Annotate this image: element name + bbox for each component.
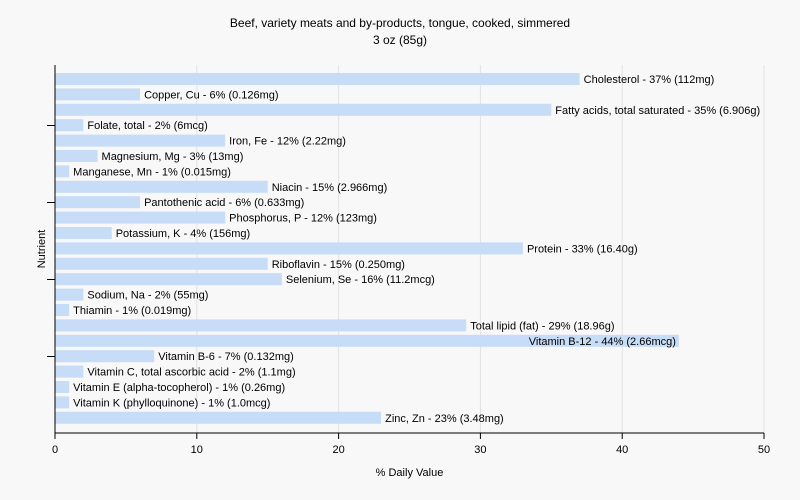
bar bbox=[55, 150, 98, 162]
bar bbox=[55, 165, 70, 178]
bar bbox=[55, 242, 523, 255]
bar bbox=[55, 180, 268, 193]
bar bbox=[55, 365, 84, 378]
bar bbox=[55, 227, 112, 239]
data-label: Fatty acids, total saturated - 35% (6.90… bbox=[555, 105, 760, 117]
data-label: Potassium, K - 4% (156mg) bbox=[116, 228, 251, 240]
bar bbox=[55, 334, 679, 347]
chart-title: Beef, variety meats and by-products, ton… bbox=[229, 16, 571, 30]
bar bbox=[55, 396, 70, 409]
data-label: Cholesterol - 37% (112mg) bbox=[584, 74, 715, 86]
bar bbox=[55, 304, 70, 316]
bar bbox=[55, 103, 552, 116]
data-label: Iron, Fe - 12% (2.22mg) bbox=[229, 136, 346, 148]
bar bbox=[55, 411, 382, 424]
bar bbox=[55, 134, 226, 147]
data-label: Magnesium, Mg - 3% (13mg) bbox=[102, 151, 244, 163]
data-label: Manganese, Mn - 1% (0.015mg) bbox=[73, 166, 231, 178]
bar bbox=[55, 196, 141, 209]
x-tick-label: 50 bbox=[758, 444, 770, 456]
data-label: Copper, Cu - 6% (0.126mg) bbox=[144, 89, 279, 101]
x-tick-label: 30 bbox=[474, 444, 486, 456]
data-label: Protein - 33% (16.40g) bbox=[527, 243, 638, 255]
data-label: Phosphorus, P - 12% (123mg) bbox=[229, 213, 377, 225]
data-label: Sodium, Na - 2% (55mg) bbox=[87, 290, 208, 302]
data-label: Vitamin B-12 - 44% (2.66mcg) bbox=[529, 336, 676, 348]
bar bbox=[55, 381, 70, 393]
data-label: Zinc, Zn - 23% (3.48mg) bbox=[385, 413, 504, 425]
data-label: Riboflavin - 15% (0.250mg) bbox=[272, 259, 405, 271]
x-axis-label: % Daily Value bbox=[376, 467, 444, 479]
data-label: Vitamin E (alpha-tocopherol) - 1% (0.26m… bbox=[73, 382, 285, 394]
bar bbox=[55, 273, 282, 286]
y-axis-label: Nutrient bbox=[36, 230, 48, 269]
bar bbox=[55, 211, 226, 224]
chart-subtitle: 3 oz (85g) bbox=[372, 33, 428, 47]
bar bbox=[55, 350, 155, 363]
data-label: Pantothenic acid - 6% (0.633mg) bbox=[144, 197, 304, 209]
x-tick-label: 10 bbox=[191, 444, 203, 456]
data-label: Selenium, Se - 16% (11.2mcg) bbox=[286, 274, 435, 286]
bar bbox=[55, 257, 268, 270]
data-label: Thiamin - 1% (0.019mg) bbox=[73, 305, 191, 317]
bar bbox=[55, 288, 84, 301]
bar bbox=[55, 88, 141, 101]
bar bbox=[55, 319, 467, 332]
bar bbox=[55, 73, 580, 85]
x-tick-label: 40 bbox=[616, 444, 628, 456]
data-label: Vitamin B-6 - 7% (0.132mg) bbox=[158, 351, 294, 363]
data-label: Total lipid (fat) - 29% (18.96g) bbox=[470, 320, 614, 332]
data-label: Folate, total - 2% (6mcg) bbox=[87, 120, 207, 132]
data-label: Vitamin K (phylloquinone) - 1% (1.0mcg) bbox=[73, 397, 270, 409]
data-label: Vitamin C, total ascorbic acid - 2% (1.1… bbox=[87, 367, 295, 379]
data-label: Niacin - 15% (2.966mg) bbox=[272, 182, 388, 194]
x-tick-label: 0 bbox=[52, 444, 58, 456]
x-tick-label: 20 bbox=[332, 444, 344, 456]
bar bbox=[55, 119, 84, 132]
